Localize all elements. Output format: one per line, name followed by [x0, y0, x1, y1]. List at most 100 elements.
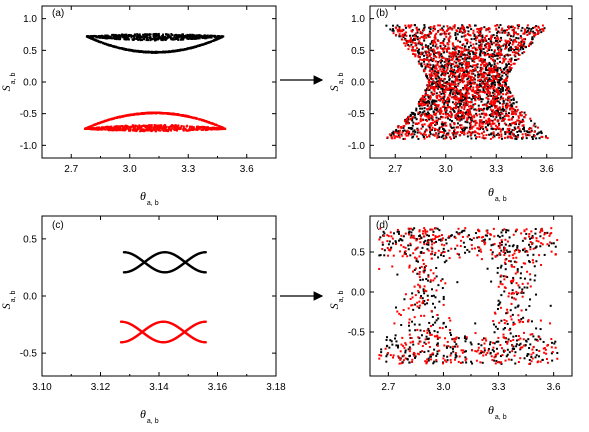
data-point: [479, 59, 482, 62]
data-point: [145, 51, 148, 54]
data-point: [422, 58, 425, 61]
data-point: [402, 129, 405, 132]
data-point: [436, 46, 439, 49]
data-point: [543, 27, 546, 30]
data-point: [493, 127, 496, 130]
data-point: [528, 43, 531, 46]
data-point: [458, 119, 461, 122]
data-point: [509, 95, 512, 98]
data-point: [505, 79, 508, 82]
data-point: [523, 40, 526, 43]
data-point: [461, 93, 464, 96]
data-point: [451, 42, 454, 45]
data-point: [474, 99, 477, 102]
data-point: [95, 122, 98, 125]
data-point: [448, 62, 451, 65]
data-point: [436, 73, 439, 76]
data-point: [168, 126, 171, 129]
data-point: [181, 37, 184, 40]
data-point: [477, 104, 480, 107]
data-point: [497, 100, 500, 103]
data-point: [465, 99, 468, 102]
data-point: [447, 106, 450, 109]
data-point: [507, 27, 510, 30]
data-point: [469, 65, 472, 68]
data-point: [538, 131, 541, 134]
data-point: [487, 97, 490, 100]
data-point: [166, 129, 169, 132]
data-point: [417, 111, 420, 114]
data-point: [398, 33, 401, 36]
data-point: [523, 42, 526, 45]
data-point: [513, 62, 516, 65]
data-point: [432, 66, 435, 69]
data-point: [502, 29, 505, 32]
data-point: [492, 69, 495, 72]
data-point: [460, 30, 463, 33]
data-point: [448, 94, 451, 97]
data-point: [500, 128, 503, 131]
data-point: [467, 51, 470, 54]
data-point: [519, 130, 522, 133]
data-point: [545, 136, 548, 139]
data-point: [91, 127, 94, 130]
data-point: [500, 135, 503, 138]
data-point: [484, 46, 487, 49]
data-point: [433, 133, 436, 136]
data-point: [505, 123, 508, 126]
data-point: [439, 109, 442, 112]
data-point: [101, 36, 104, 39]
data-point: [448, 84, 451, 87]
data-point: [443, 51, 446, 54]
panel-a: 2.7 3.0 3.3 3.6-1.0-0.50.00.51.0(a)θa, bSa,…: [0, 5, 277, 207]
data-point: [461, 128, 464, 131]
data-point: [439, 60, 442, 63]
data-point: [482, 88, 485, 91]
data-point: [479, 72, 482, 75]
data-point: [414, 37, 417, 40]
data-point: [453, 136, 456, 139]
data-point: [418, 28, 421, 31]
data-point: [425, 129, 428, 132]
data-point: [488, 121, 491, 124]
data-point: [461, 31, 464, 34]
data-point: [441, 105, 444, 108]
data-point: [487, 28, 490, 31]
data-point: [488, 102, 491, 105]
data-point: [472, 58, 475, 61]
data-point: [107, 43, 110, 46]
data-point: [491, 81, 494, 84]
data-point: [482, 122, 485, 125]
data-point: [441, 80, 444, 83]
data-point: [483, 71, 486, 74]
data-point: [138, 33, 141, 36]
data-point: [508, 129, 511, 132]
data-point: [478, 46, 481, 49]
data-point: [488, 43, 491, 46]
data-point: [496, 75, 499, 78]
data-point: [477, 91, 480, 94]
data-point: [500, 95, 503, 98]
data-point: [492, 102, 495, 105]
data-point: [504, 80, 507, 83]
data-point: [500, 108, 503, 111]
data-point: [478, 122, 481, 125]
data-point: [511, 107, 514, 110]
data-point: [454, 31, 457, 34]
data-point: [153, 36, 156, 39]
data-point: [491, 35, 494, 38]
data-point: [459, 124, 462, 127]
data-point: [459, 27, 462, 30]
data-point: [514, 112, 517, 115]
data-point: [170, 129, 173, 132]
data-point: [440, 83, 443, 86]
data-point: [467, 83, 470, 86]
data-point: [95, 39, 98, 42]
data-point: [511, 47, 514, 50]
data-point: [499, 97, 502, 100]
data-point: [442, 122, 445, 125]
data-point: [521, 133, 524, 136]
data-point: [478, 94, 481, 97]
data-point: [422, 104, 425, 107]
data-point: [182, 114, 185, 117]
